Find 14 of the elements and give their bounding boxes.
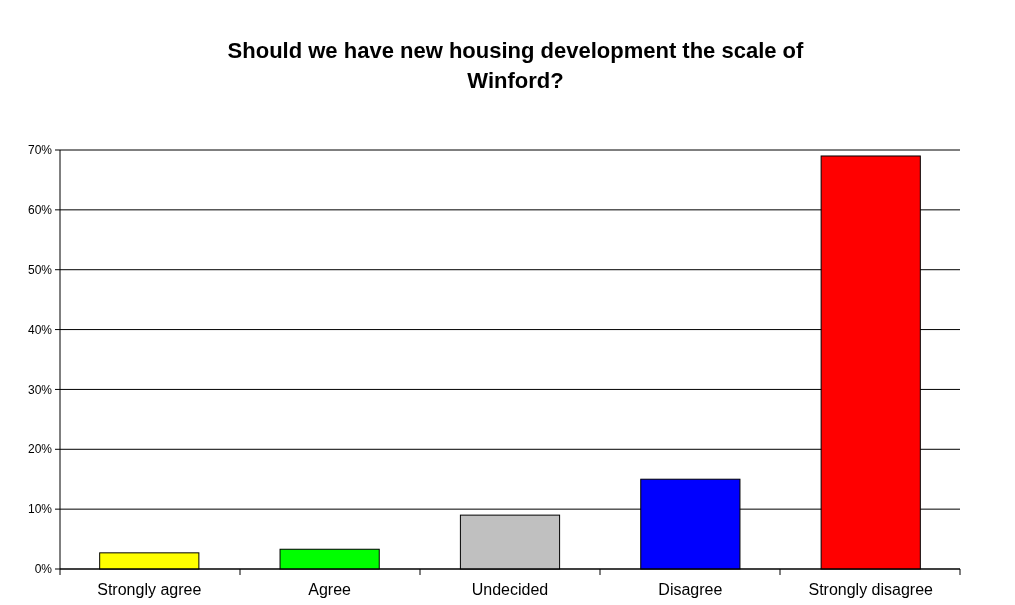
y-tick-label: 0%: [34, 562, 53, 577]
y-tick-label: 70%: [27, 143, 53, 158]
y-tick-label: 10%: [27, 502, 53, 517]
x-tick-label: Agree: [308, 581, 352, 598]
y-tick-label: 20%: [27, 442, 53, 457]
x-tick-label: Undecided: [471, 581, 549, 598]
y-tick-label: 60%: [27, 203, 53, 218]
x-tick-label: Strongly agree: [97, 581, 202, 598]
x-tick-label: Disagree: [658, 581, 723, 598]
y-tick-label: 40%: [27, 322, 53, 337]
y-tick-label: 30%: [27, 382, 53, 397]
x-tick-label: Strongly disagree: [808, 581, 934, 598]
y-tick-label: 50%: [27, 262, 53, 277]
chart-title: Should we have new housing development the scale of Winford?: [227, 38, 805, 93]
